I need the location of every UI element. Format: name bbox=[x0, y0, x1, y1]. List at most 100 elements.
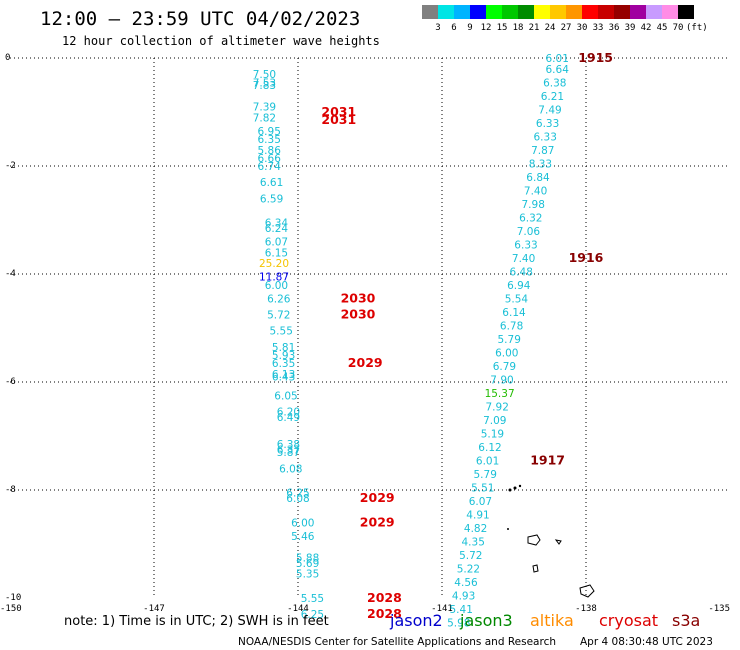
wave-height-value: 6.37 bbox=[277, 445, 300, 457]
pass-time-label: 2029 bbox=[360, 490, 395, 505]
wave-height-value: 6.66 bbox=[258, 153, 282, 165]
color-scale-label: 24 bbox=[545, 23, 556, 33]
wave-height-value: 6.13 bbox=[272, 369, 295, 381]
wave-height-value: 5.19 bbox=[481, 428, 504, 440]
wave-height-value: 5.54 bbox=[505, 293, 529, 305]
color-swatch bbox=[550, 5, 566, 19]
wave-height-value: 6.38 bbox=[543, 77, 566, 89]
wave-height-value: 6.08 bbox=[286, 493, 309, 505]
color-scale-label: 15 bbox=[497, 23, 508, 33]
color-scale-label: 21 bbox=[529, 23, 540, 33]
pass-time-label: 2031 bbox=[321, 112, 356, 127]
x-tick-label: -144 bbox=[287, 604, 309, 614]
island-3 bbox=[532, 564, 539, 573]
wave-height-value: 5.41 bbox=[450, 604, 473, 616]
color-swatch bbox=[678, 5, 694, 19]
pass-time-label: 1916 bbox=[569, 250, 604, 265]
wave-height-value: 8.33 bbox=[529, 158, 552, 170]
color-scale-unit: (ft) bbox=[686, 23, 708, 33]
wave-height-value: 5.79 bbox=[498, 334, 521, 346]
chart-title: 12:00 – 23:59 UTC 04/02/2023 bbox=[40, 8, 360, 30]
wave-height-value: 7.98 bbox=[522, 199, 545, 211]
wave-height-value: 7.50 bbox=[253, 69, 276, 81]
wave-height-value: 4.93 bbox=[452, 590, 475, 602]
satellite-s3a: s3a bbox=[672, 611, 700, 630]
y-tick-label: -10 bbox=[5, 593, 21, 603]
color-scale-label: 33 bbox=[593, 23, 604, 33]
pass-time-label: 2031 bbox=[321, 104, 356, 119]
pass-time-label: 1917 bbox=[530, 452, 565, 467]
wave-height-value: 5.79 bbox=[474, 469, 497, 481]
island-4 bbox=[579, 584, 595, 598]
pass-time-label: 2029 bbox=[360, 514, 395, 529]
wave-height-values: 7.507.537.837.397.826.956.355.866.666.74… bbox=[253, 53, 569, 629]
wave-height-value: 5.51 bbox=[471, 482, 494, 494]
wave-height-value: 6.01 bbox=[476, 455, 499, 467]
wave-height-value: 6.35 bbox=[272, 358, 295, 370]
wave-height-value: 6.78 bbox=[500, 320, 523, 332]
y-tick-label: -6 bbox=[5, 377, 16, 387]
island-5 bbox=[508, 488, 512, 492]
island-2 bbox=[554, 539, 562, 545]
wave-height-value: 6.01 bbox=[546, 53, 569, 65]
x-tick-label: -150 bbox=[0, 604, 22, 614]
wave-height-value: 6.33 bbox=[536, 118, 559, 130]
color-swatch bbox=[614, 5, 630, 19]
color-scale-label: 45 bbox=[657, 23, 668, 33]
color-swatch bbox=[646, 5, 662, 19]
wave-height-value: 6.38 bbox=[277, 439, 300, 451]
wave-height-value: 6.26 bbox=[267, 293, 291, 305]
wave-height-value: 6.48 bbox=[510, 266, 533, 278]
wave-height-value: 6.00 bbox=[495, 347, 518, 359]
wave-height-value: 15.37 bbox=[485, 388, 515, 400]
color-swatch bbox=[598, 5, 614, 19]
y-tick-label: -4 bbox=[5, 269, 16, 279]
color-swatch bbox=[438, 5, 454, 19]
wave-height-value: 7.82 bbox=[253, 112, 276, 124]
color-swatch bbox=[486, 5, 502, 19]
wave-height-value: 7.40 bbox=[512, 253, 535, 265]
wave-height-value: 5.72 bbox=[459, 550, 482, 562]
wave-height-value: 6.21 bbox=[541, 91, 564, 103]
satellite-altika: altika bbox=[530, 611, 574, 630]
color-swatch bbox=[422, 5, 438, 19]
wave-height-value: 7.39 bbox=[253, 102, 276, 114]
wave-height-value: 5.87 bbox=[277, 447, 300, 459]
footnote: note: 1) Time is in UTC; 2) SWH is in fe… bbox=[64, 614, 329, 629]
wave-height-value: 4.91 bbox=[466, 509, 489, 521]
x-tick-label: -141 bbox=[431, 604, 453, 614]
wave-height-value: 5.72 bbox=[267, 310, 290, 322]
chart-subtitle: 12 hour collection of altimeter wave hei… bbox=[62, 34, 380, 48]
wave-height-value: 7.53 bbox=[253, 77, 276, 89]
timestamp: Apr 4 08:30:48 UTC 2023 bbox=[580, 636, 713, 648]
wave-height-value: 6.14 bbox=[502, 307, 526, 319]
color-scale-label: 30 bbox=[577, 23, 588, 33]
wave-height-value: 6.49 bbox=[277, 412, 300, 424]
color-scale-label: 70 bbox=[673, 23, 684, 33]
color-swatch bbox=[662, 5, 678, 19]
x-tick-label: -135 bbox=[708, 604, 730, 614]
wave-height-value: 6.05 bbox=[274, 391, 297, 403]
wave-height-value: 6.94 bbox=[507, 280, 531, 292]
y-tick-label: 0 bbox=[5, 53, 10, 63]
wave-height-value: 7.92 bbox=[486, 401, 509, 413]
wave-height-value: 5.86 bbox=[258, 145, 282, 157]
color-swatch bbox=[470, 5, 486, 19]
wave-height-value: 6.74 bbox=[258, 161, 282, 173]
pass-time-label: 1915 bbox=[578, 50, 613, 65]
island-7 bbox=[518, 484, 522, 488]
wave-height-value: 5.55 bbox=[301, 593, 324, 605]
wave-height-value: 5.35 bbox=[296, 569, 319, 581]
wave-height-value: 6.33 bbox=[514, 239, 537, 251]
wave-height-value: 7.83 bbox=[253, 80, 276, 92]
wave-height-value: 6.07 bbox=[469, 496, 492, 508]
wave-height-value: 6.07 bbox=[265, 237, 288, 249]
wave-height-value: 7.06 bbox=[517, 226, 541, 238]
grid bbox=[10, 57, 730, 598]
color-scale-label: 9 bbox=[467, 23, 472, 33]
color-swatch bbox=[534, 5, 550, 19]
wave-height-value: 11.87 bbox=[259, 272, 289, 284]
wave-height-value: 6.15 bbox=[265, 247, 288, 259]
